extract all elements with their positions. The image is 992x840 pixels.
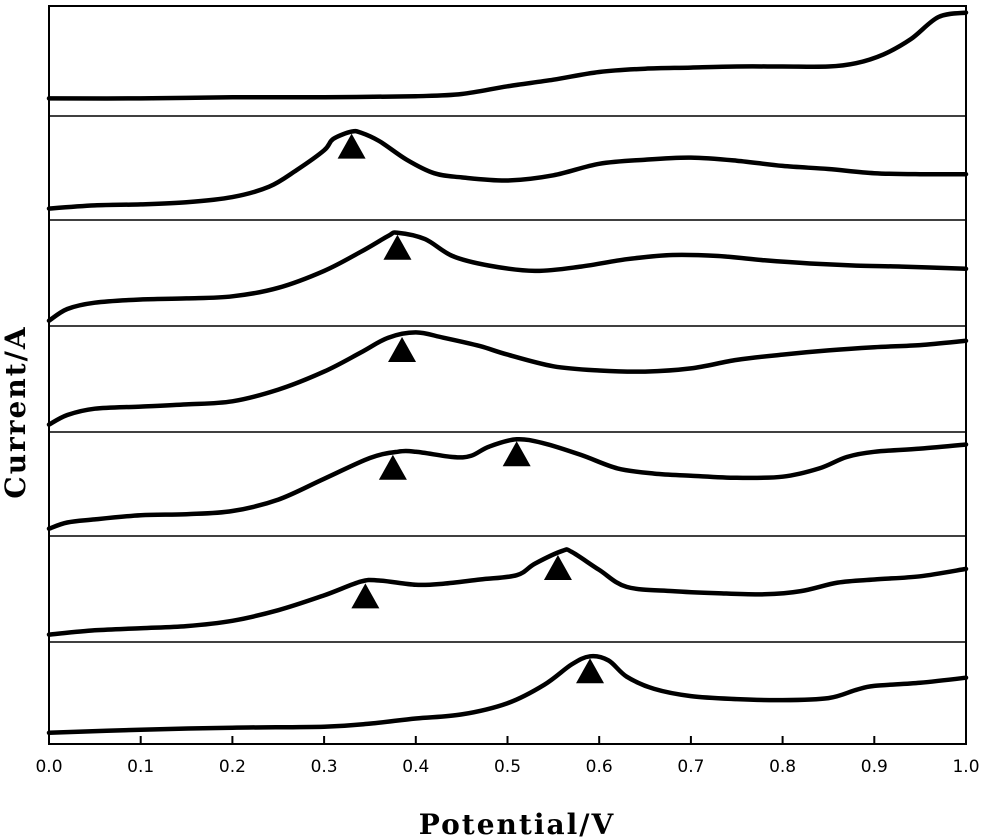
x-tick-label-3: 0.3 xyxy=(311,757,338,777)
peak-marker-7-1 xyxy=(576,658,605,684)
peak-marker-5-1 xyxy=(378,454,407,480)
peak-marker-4-1 xyxy=(388,337,417,363)
x-tick-label-6: 0.6 xyxy=(586,757,613,777)
peak-marker-6-1 xyxy=(351,583,380,609)
y-axis-title: Current/A xyxy=(0,325,32,498)
x-tick-label-10: 1.0 xyxy=(952,757,979,777)
series-line-5 xyxy=(46,436,969,531)
curves-group xyxy=(46,10,969,736)
series-line-7 xyxy=(46,653,969,736)
series-line-6 xyxy=(46,547,969,637)
x-tick-label-4: 0.4 xyxy=(402,757,429,777)
series-line-3 xyxy=(46,230,969,323)
peak-marker-2-1 xyxy=(337,133,366,159)
series-line-2 xyxy=(46,128,969,211)
x-tick-label-5: 0.5 xyxy=(494,757,521,777)
x-axis-title: Potential/V xyxy=(419,808,615,840)
x-tick-label-8: 0.8 xyxy=(769,757,796,777)
peak-marker-6-2 xyxy=(543,554,572,580)
x-tick-label-7: 0.7 xyxy=(677,757,704,777)
peak-marker-5-2 xyxy=(502,441,531,467)
panel-dividers xyxy=(49,115,966,643)
x-tick-label-0: 0.0 xyxy=(35,757,62,777)
peak-markers-group xyxy=(337,133,605,684)
series-line-4 xyxy=(46,330,969,427)
x-axis: 0.0 0.1 0.2 0.3 0.4 0.5 0.6 0.7 0.8 0.9 1.0 xyxy=(35,736,980,777)
peak-marker-3-1 xyxy=(383,234,412,260)
x-tick-label-9: 0.9 xyxy=(861,757,888,777)
series-line-1 xyxy=(46,10,969,101)
x-tick-label-1: 0.1 xyxy=(127,757,154,777)
x-tick-label-2: 0.2 xyxy=(219,757,246,777)
